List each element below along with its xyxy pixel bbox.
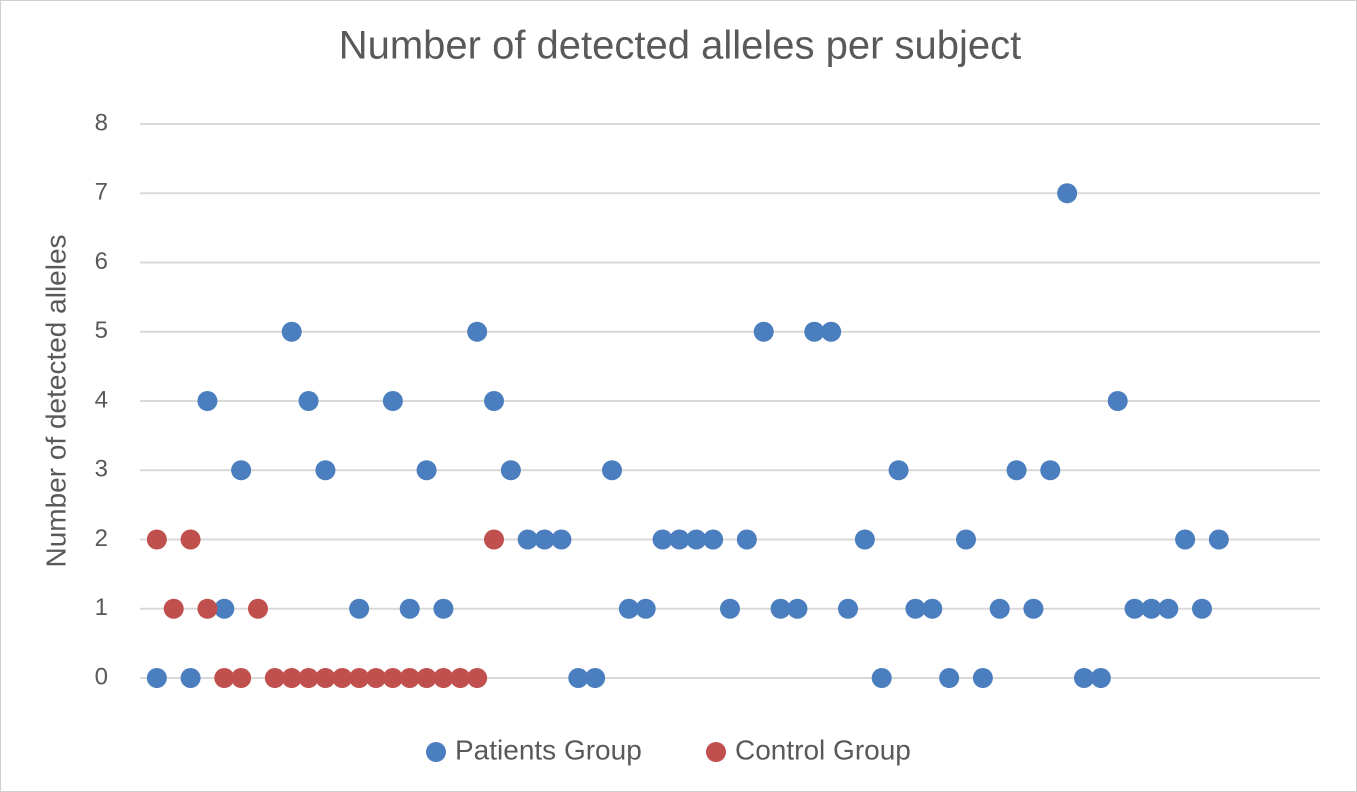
data-point [467,668,488,688]
data-point [821,321,842,342]
data-point [1158,598,1179,619]
data-point [1208,529,1229,550]
data-point [163,598,184,619]
data-point [1192,598,1212,619]
data-point [686,529,707,550]
data-point [669,529,690,550]
data-point [1175,529,1196,550]
data-point [231,460,252,481]
data-point [736,529,757,550]
y-tick-label: 7 [95,179,108,206]
data-point [433,598,454,619]
data-point [534,529,555,550]
legend-label: Control Group [735,734,911,765]
data-point [484,391,504,411]
data-point [635,598,656,619]
data-point [349,668,370,688]
data-point [281,321,302,342]
data-point [399,668,420,688]
data-point [1124,598,1145,619]
data-point [146,529,167,550]
legend-marker [706,742,726,762]
y-tick-label: 1 [95,594,108,621]
data-point [197,598,218,619]
data-point [416,460,437,481]
data-point [298,668,319,688]
data-point [248,598,268,619]
data-point [484,529,504,550]
data-point [382,668,403,688]
data-point [922,598,943,619]
data-point [214,598,235,619]
data-point [1057,183,1078,204]
data-point [180,529,201,550]
data-point [349,598,370,619]
legend-label: Patients Group [455,734,642,765]
data-point [568,668,589,688]
data-point [585,668,606,688]
data-point [551,529,572,550]
data-point [1107,391,1128,411]
y-tick-label: 6 [95,248,108,275]
data-point [366,668,386,688]
data-point [1006,460,1027,481]
data-point [618,598,639,619]
data-point [382,391,403,411]
data-point [703,529,724,550]
data-point [956,529,976,550]
data-point [787,598,808,619]
data-point [197,391,218,411]
data-point [602,460,622,481]
data-point [500,460,521,481]
legend-marker [426,742,446,762]
data-point [180,668,201,688]
data-point [905,598,926,619]
data-point [838,598,858,619]
data-point [416,668,437,688]
y-tick-label: 5 [95,317,108,344]
y-axis-label: Number of detected alleles [40,234,71,567]
data-point [753,321,774,342]
data-point [214,668,235,688]
data-point [770,598,791,619]
data-point [1141,598,1162,619]
y-tick-label: 4 [95,386,108,413]
y-tick-label: 8 [95,109,108,136]
data-point [433,668,454,688]
data-point [231,668,252,688]
chart-title: Number of detected alleles per subject [339,24,1022,68]
data-point [854,529,875,550]
data-point [298,391,319,411]
data-point [1040,460,1061,481]
data-point [332,668,353,688]
data-point [517,529,538,550]
data-point [804,321,825,342]
data-point [281,668,302,688]
data-point [146,668,167,688]
data-point [264,668,285,688]
data-point [939,668,960,688]
data-point [1090,668,1111,688]
y-tick-label: 0 [95,663,108,690]
y-tick-label: 3 [95,456,108,483]
y-tick-label: 2 [95,525,108,552]
data-point [652,529,673,550]
data-point [888,460,909,481]
data-point [450,668,471,688]
data-point [871,668,892,688]
data-point [399,598,420,619]
data-point [720,598,740,619]
data-point [989,598,1010,619]
data-point [1074,668,1094,688]
data-point [315,668,336,688]
data-point [972,668,993,688]
data-point [467,321,488,342]
data-point [315,460,336,481]
data-point [1023,598,1044,619]
